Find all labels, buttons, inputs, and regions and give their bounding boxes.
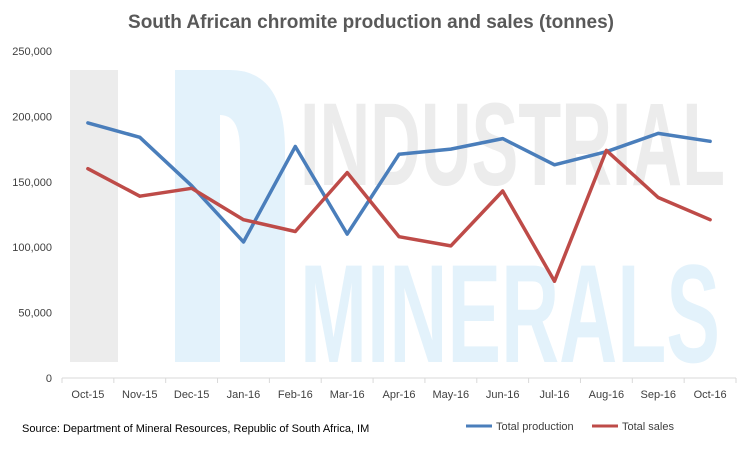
y-tick-label: 150,000	[12, 177, 52, 189]
data-point	[553, 279, 556, 283]
x-tick-label: Oct-15	[71, 389, 104, 401]
x-tick-label: Oct-16	[694, 389, 727, 401]
x-tick-label: Dec-15	[174, 389, 209, 401]
y-tick-label: 250,000	[12, 46, 52, 58]
y-tick-label: 100,000	[12, 242, 52, 254]
x-axis-ticks: Oct-15 Nov-15 Dec-15 Jan-16 Feb-16 Mar-16 Apr-…	[61, 378, 737, 401]
series-layer	[86, 121, 712, 283]
data-point	[293, 230, 297, 233]
watermark-bar-1	[70, 70, 118, 362]
data-point	[190, 186, 194, 190]
watermark-text-line2: MINERALS	[300, 235, 720, 392]
data-point	[397, 152, 401, 156]
x-tick-label: Jul-16	[540, 389, 570, 401]
x-tick-label: May-16	[433, 389, 470, 401]
data-point	[190, 184, 194, 188]
x-tick-label: Feb-16	[278, 389, 313, 401]
x-tick-label: Aug-16	[589, 389, 624, 401]
chart-title: South African chromite production and sa…	[128, 12, 614, 33]
data-point	[242, 218, 245, 222]
data-point	[501, 137, 505, 141]
data-point	[449, 244, 453, 248]
legend-label-production: Total production	[496, 421, 574, 433]
data-point	[138, 194, 142, 198]
x-tick-label: Sep-16	[640, 389, 675, 401]
data-point	[345, 232, 349, 236]
watermark-logo: INDUSTRIAL MINERALS	[70, 70, 725, 392]
x-tick-label: Apr-16	[382, 389, 415, 401]
y-tick-label: 50,000	[18, 308, 52, 320]
x-tick-label: Nov-15	[122, 389, 157, 401]
data-point	[397, 235, 401, 239]
x-tick-label: Jan-16	[227, 389, 261, 401]
data-point	[86, 167, 90, 171]
x-tick-label: Jun-16	[486, 389, 520, 401]
data-point	[242, 240, 245, 244]
legend: Total production Total sales	[466, 421, 674, 433]
watermark-arch	[175, 70, 285, 362]
source-note: Source: Department of Mineral Resources,…	[22, 423, 369, 435]
data-point	[656, 131, 660, 135]
data-point	[293, 145, 297, 148]
data-point	[708, 139, 712, 143]
y-axis-ticks: 0 50,000 100,000 150,000 200,000 250,000	[12, 46, 52, 385]
x-tick-label: Mar-16	[330, 389, 365, 401]
data-point	[553, 163, 556, 167]
data-point	[501, 189, 505, 193]
data-point	[449, 147, 453, 151]
y-tick-label: 0	[46, 373, 52, 385]
data-point	[656, 196, 660, 199]
data-point	[604, 148, 608, 152]
y-tick-label: 200,000	[12, 111, 52, 123]
data-point	[708, 218, 712, 222]
data-point	[86, 121, 90, 125]
data-point	[345, 171, 349, 175]
legend-label-sales: Total sales	[622, 421, 674, 433]
data-point	[138, 135, 142, 139]
